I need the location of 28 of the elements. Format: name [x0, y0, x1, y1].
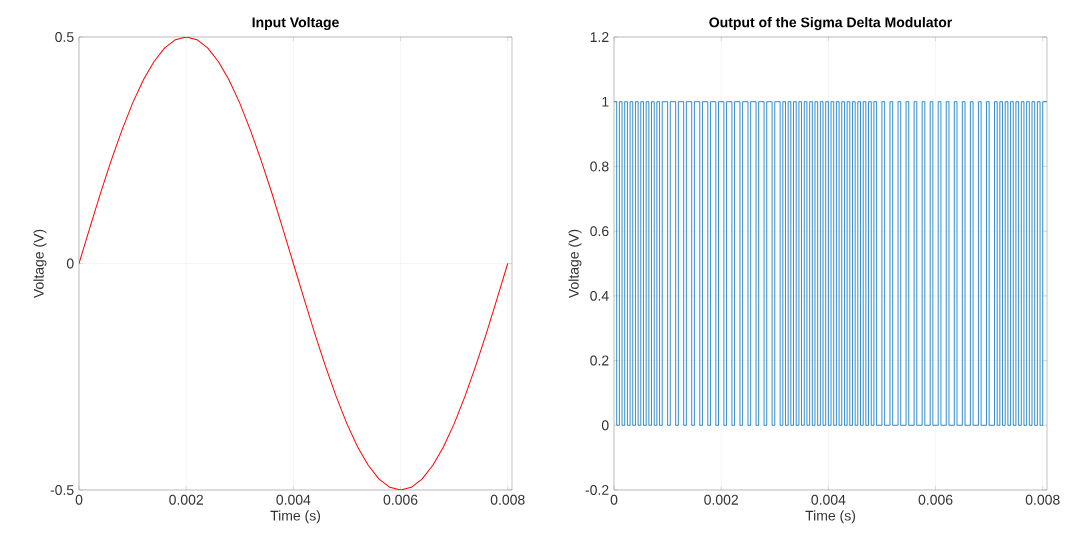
- y-tick-label: 0: [601, 420, 609, 431]
- x-tick-label: 0.004: [276, 494, 311, 505]
- x-tick-label: 0.002: [169, 494, 203, 505]
- x-tick-label: 0.004: [811, 494, 846, 505]
- x-tick-label: 0.002: [704, 494, 738, 505]
- x-axis-title: Time (s): [805, 510, 856, 524]
- y-tick-label: 0.6: [590, 226, 609, 237]
- chart-title: Input Voltage: [252, 17, 339, 31]
- y-axis-title: Voltage (V): [568, 229, 582, 299]
- x-tick-label: 0: [610, 494, 618, 505]
- x-tick-label: 0.006: [918, 494, 953, 505]
- y-tick-label: 0.4: [590, 290, 609, 301]
- y-tick-label: 0.8: [590, 161, 609, 172]
- y-tick-label: 0: [66, 258, 74, 269]
- x-tick-label: 0.008: [1025, 494, 1060, 505]
- x-axis-title: Time (s): [270, 510, 321, 524]
- y-axis-title: Voltage (V): [33, 229, 47, 299]
- x-tick-label: 0.008: [490, 494, 525, 505]
- y-tick-label: 0.5: [55, 32, 74, 42]
- line-series: [79, 36, 509, 490]
- y-tick-label: -0.5: [50, 485, 74, 495]
- x-tick-label: 0: [75, 494, 83, 505]
- y-tick-label: 1: [602, 96, 609, 107]
- chart-title: Output of the Sigma Delta Modulator: [709, 17, 953, 31]
- y-tick-label: 0.2: [590, 355, 609, 366]
- y-tick-label: -0.2: [585, 485, 609, 495]
- x-tick-label: 0.006: [383, 494, 418, 505]
- y-tick-label: 1.2: [590, 32, 609, 42]
